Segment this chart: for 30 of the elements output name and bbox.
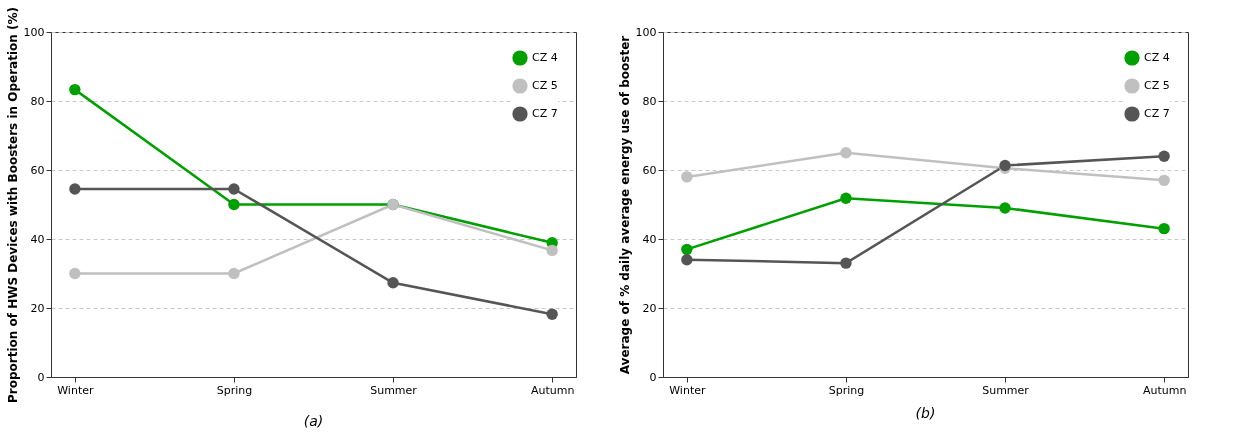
legend-label: CZ 5 bbox=[532, 79, 558, 92]
x-tick-label: Spring bbox=[216, 383, 253, 397]
x-tick-label: Autumn bbox=[1142, 383, 1187, 397]
x-tick-label: Winter bbox=[669, 383, 706, 397]
y-axis-title: Proportion of HWS Devices with Boosters in Operation (%) bbox=[5, 6, 20, 404]
legend-label: CZ 4 bbox=[532, 51, 558, 64]
x-tick-label: Summer bbox=[370, 383, 418, 397]
legend-label: CZ 7 bbox=[532, 107, 558, 120]
text: (a) bbox=[303, 412, 324, 429]
y-tick-label: 0 bbox=[37, 370, 45, 384]
y-tick-label: 100 bbox=[23, 25, 45, 39]
text: (b) bbox=[915, 405, 936, 421]
y-tick-label: 60 bbox=[30, 163, 45, 177]
y-tick-label: 80 bbox=[642, 94, 657, 108]
legend-label: CZ 4 bbox=[1144, 51, 1170, 64]
x-tick-label: Autumn bbox=[530, 383, 575, 397]
y-tick-label: 40 bbox=[30, 232, 45, 246]
x-tick-label: Winter bbox=[57, 383, 94, 397]
x-tick-label: Spring bbox=[828, 383, 865, 397]
y-tick-label: 40 bbox=[642, 232, 657, 246]
y-tick-label: 20 bbox=[642, 301, 657, 315]
x-tick-label: Summer bbox=[982, 383, 1030, 397]
y-axis-title: Average of % daily average energy use of booster bbox=[617, 35, 632, 375]
legend-label: CZ 5 bbox=[1144, 79, 1170, 92]
y-tick-label: 80 bbox=[30, 94, 45, 108]
y-tick-label: 20 bbox=[30, 301, 45, 315]
y-tick-label: 60 bbox=[642, 163, 657, 177]
y-tick-label: 0 bbox=[649, 370, 657, 384]
y-tick-label: 100 bbox=[635, 25, 657, 39]
legend-label: CZ 7 bbox=[1144, 107, 1170, 120]
